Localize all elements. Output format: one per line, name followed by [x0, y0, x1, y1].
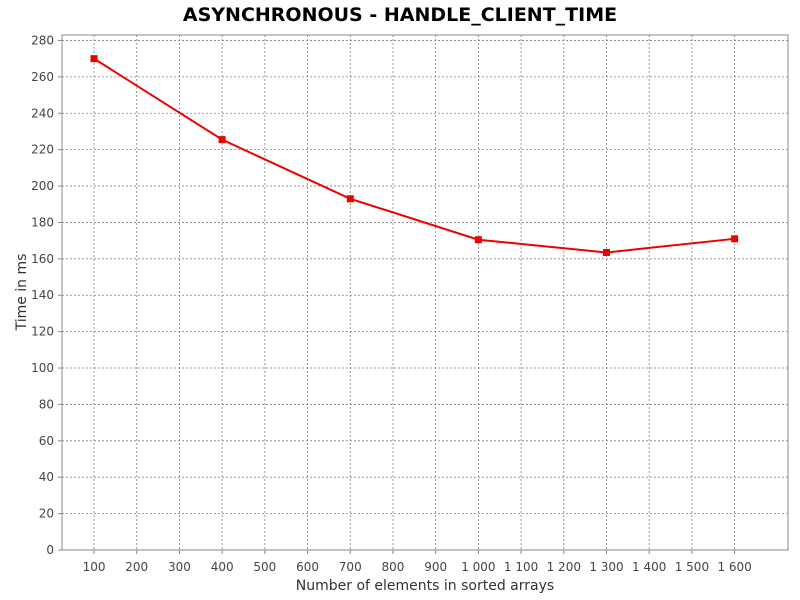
x-axis-label: Number of elements in sorted arrays	[296, 578, 554, 594]
x-tick-label: 1 100	[504, 560, 538, 574]
x-tick-label: 700	[339, 560, 362, 574]
y-tick-label: 160	[31, 252, 54, 266]
y-tick-label: 200	[31, 179, 54, 193]
data-point	[218, 136, 226, 144]
axes	[58, 34, 789, 554]
y-tick-label: 120	[31, 325, 54, 339]
x-tick-label: 200	[125, 560, 148, 574]
y-tick-label: 140	[31, 288, 54, 302]
x-tick-label: 1 400	[632, 560, 666, 574]
chart-title: ASYNCHRONOUS - HANDLE_CLIENT_TIME	[183, 4, 617, 26]
plot-border	[61, 34, 789, 551]
x-tick-label: 800	[382, 560, 405, 574]
x-tick-label: 1 200	[547, 560, 581, 574]
data-point	[474, 236, 482, 244]
y-tick-label: 20	[39, 507, 54, 521]
data-point	[346, 195, 354, 203]
y-tick-label: 100	[31, 361, 54, 375]
tick-labels: 100 200 300 400 500 600 700 800 900 1 000 1 100 1 2…	[31, 33, 752, 574]
y-axis-label: Time in ms	[14, 254, 30, 332]
x-tick-label: 600	[296, 560, 319, 574]
plot-area	[62, 35, 788, 550]
y-tick-label: 260	[31, 70, 54, 84]
y-tick-label: 240	[31, 106, 54, 120]
y-tick-label: 180	[31, 215, 54, 229]
grid-lines	[62, 35, 788, 551]
y-tick-label: 40	[39, 470, 54, 484]
x-tick-label: 400	[211, 560, 234, 574]
x-tick-label: 1 300	[589, 560, 623, 574]
x-tick-label: 900	[424, 560, 447, 574]
y-tick-label: 280	[31, 33, 54, 47]
y-tick-label: 80	[39, 397, 54, 411]
x-tick-label: 300	[168, 560, 191, 574]
data-point	[603, 248, 610, 256]
x-tick-label: 1 500	[675, 560, 709, 574]
data-point	[90, 55, 98, 63]
data-point	[731, 235, 739, 243]
x-tick-label: 500	[253, 560, 276, 574]
x-tick-label: 1 600	[717, 560, 751, 574]
x-tick-label: 100	[83, 560, 106, 574]
series-line	[93, 57, 735, 254]
y-tick-label: 220	[31, 143, 54, 157]
y-tick-label: 0	[46, 543, 54, 557]
x-tick-label: 1 000	[461, 560, 495, 574]
y-tick-label: 60	[39, 434, 54, 448]
series-layer	[90, 55, 739, 256]
